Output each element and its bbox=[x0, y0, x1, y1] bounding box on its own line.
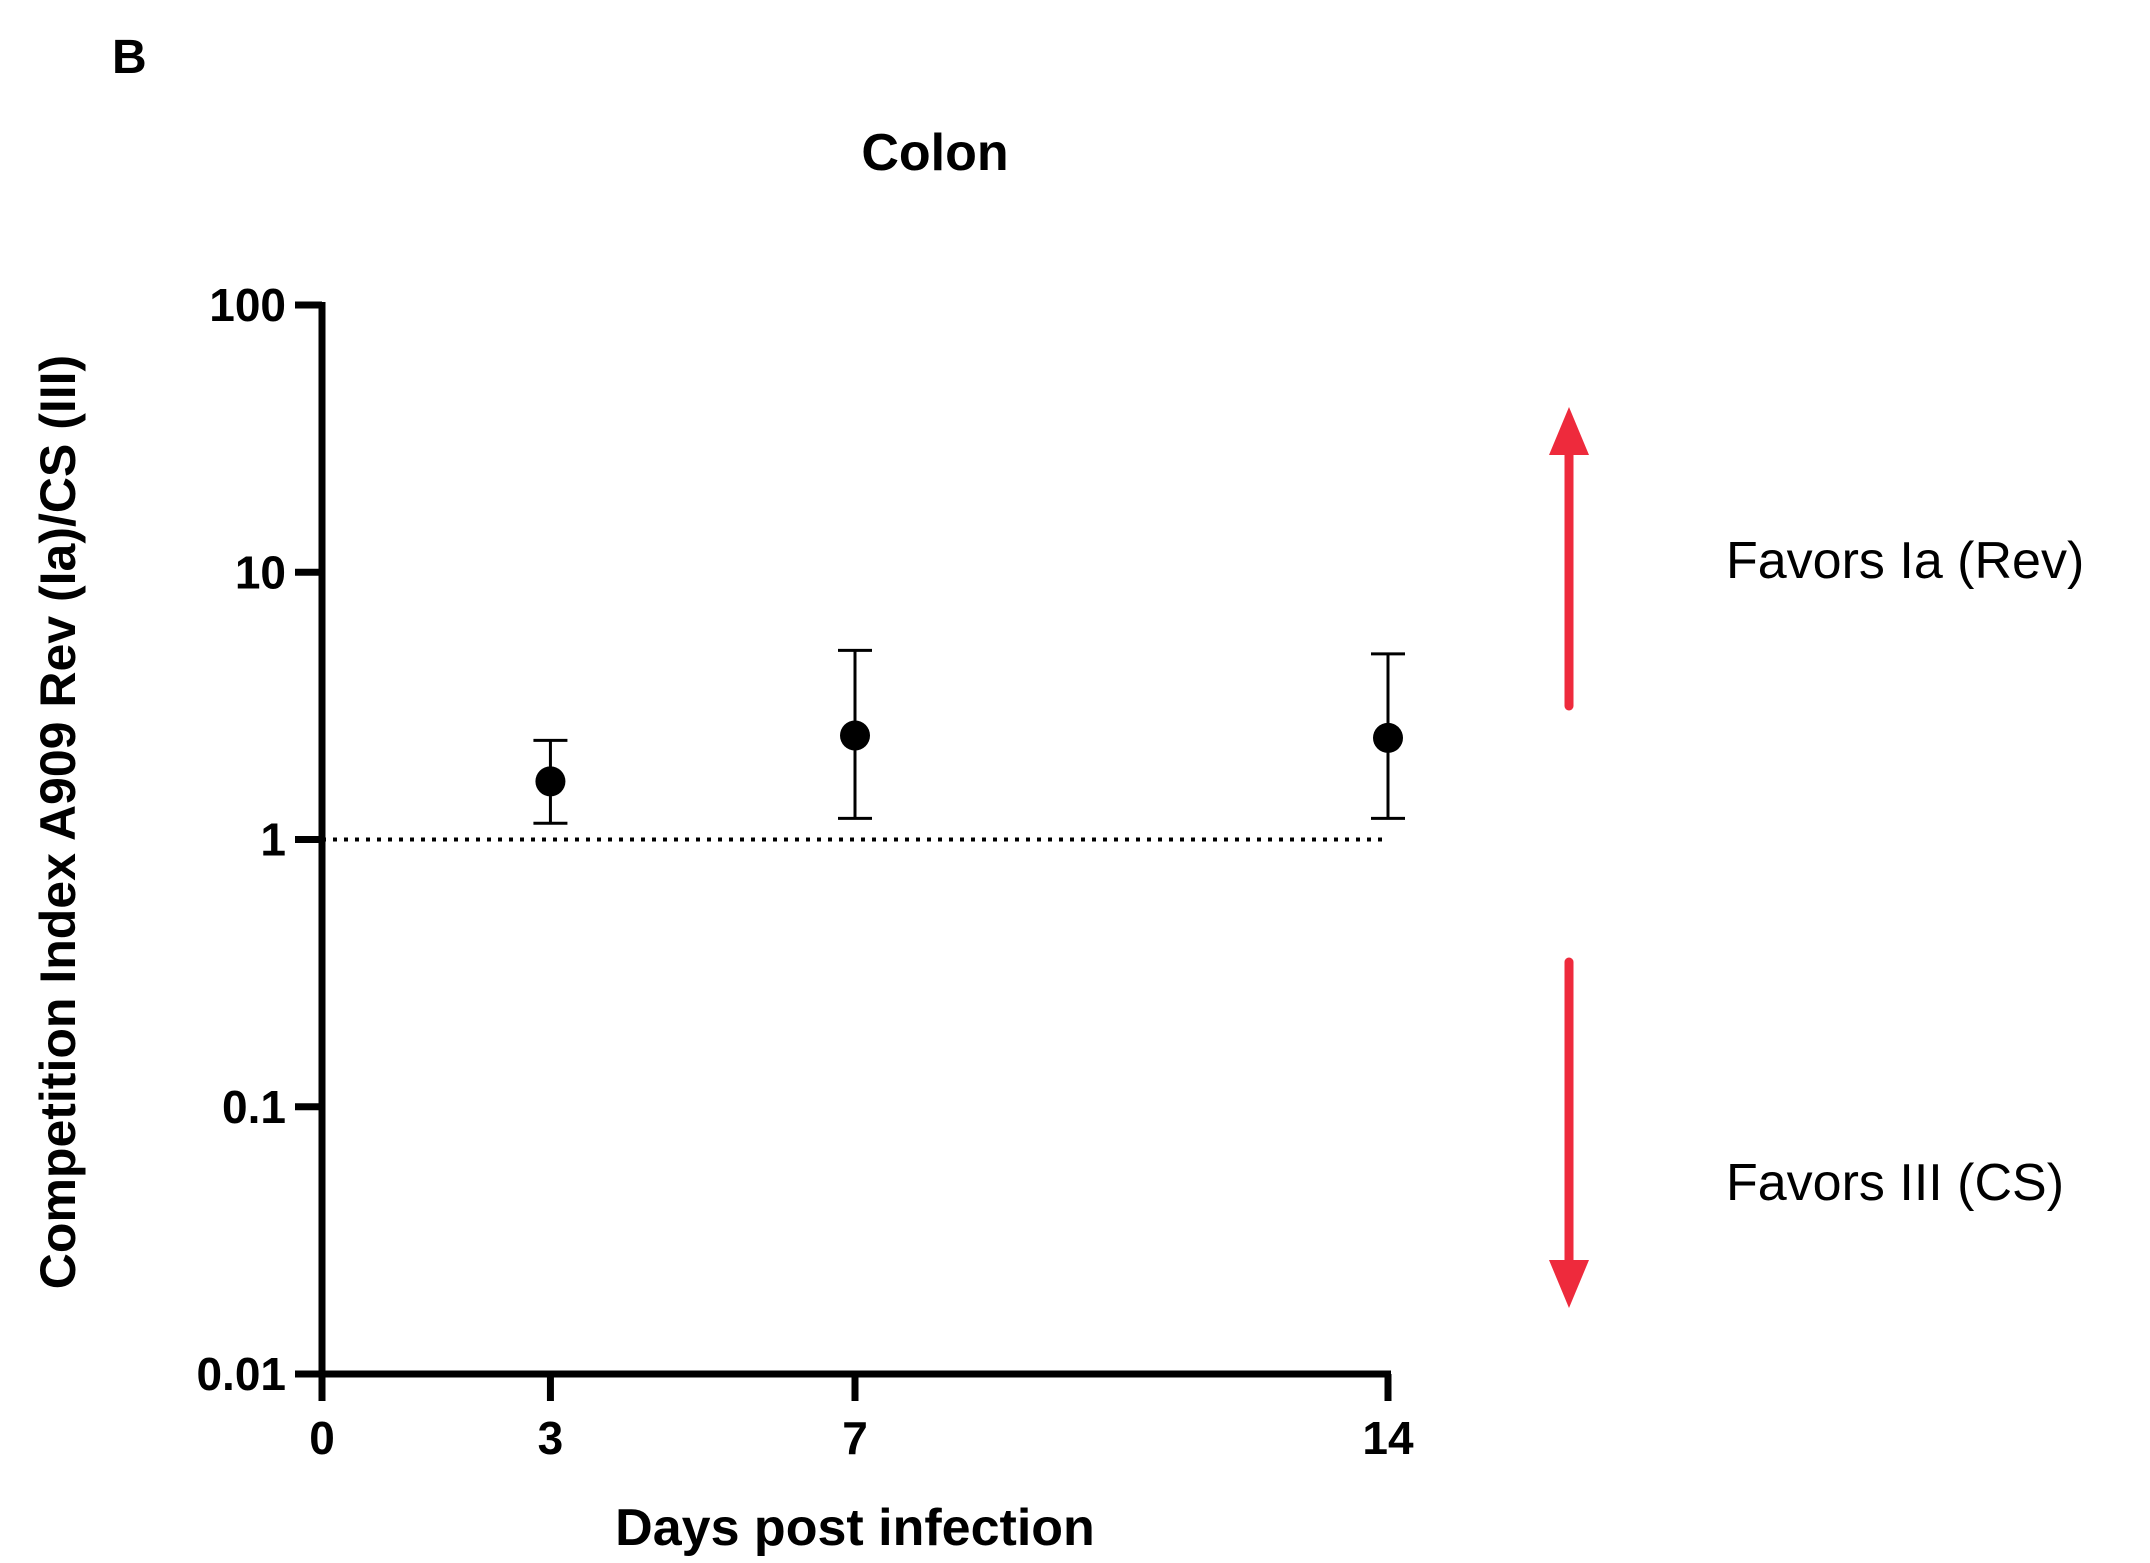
data-group bbox=[533, 648, 1405, 825]
y-ticks: 0.01 0.1 1 10 100 bbox=[196, 279, 322, 1400]
favors-down-arrow bbox=[1549, 957, 1589, 1308]
y-tick-label: 10 bbox=[235, 546, 286, 598]
data-point bbox=[1373, 722, 1403, 753]
y-axis-label: Competition Index A909 Rev (Ia)/CS (III) bbox=[30, 355, 86, 1289]
x-tick-label: 7 bbox=[842, 1412, 868, 1464]
data-point bbox=[840, 720, 870, 751]
x-tick-label: 3 bbox=[538, 1412, 564, 1464]
x-tick-label: 14 bbox=[1362, 1412, 1414, 1464]
x-tick-label: 0 bbox=[309, 1412, 335, 1464]
data-point bbox=[535, 766, 566, 797]
favors-up-arrow bbox=[1549, 407, 1589, 711]
y-tick-label: 0.01 bbox=[196, 1348, 286, 1400]
y-tick-label: 1 bbox=[260, 814, 286, 866]
favors-down-text: Favors III (CS) bbox=[1726, 1154, 2064, 1212]
x-axis-label: Days post infection bbox=[615, 1499, 1095, 1557]
favors-down-arrow-head bbox=[1549, 1260, 1589, 1308]
chart-title: Colon bbox=[861, 124, 1008, 182]
y-tick-label: 100 bbox=[209, 279, 286, 331]
favors-up-arrow-head bbox=[1549, 407, 1589, 455]
favors-up-text: Favors Ia (Rev) bbox=[1726, 532, 2084, 590]
y-tick-label: 0.1 bbox=[222, 1081, 286, 1133]
x-ticks: 0 3 7 14 bbox=[309, 1374, 1414, 1464]
panel-label: B bbox=[112, 31, 147, 84]
